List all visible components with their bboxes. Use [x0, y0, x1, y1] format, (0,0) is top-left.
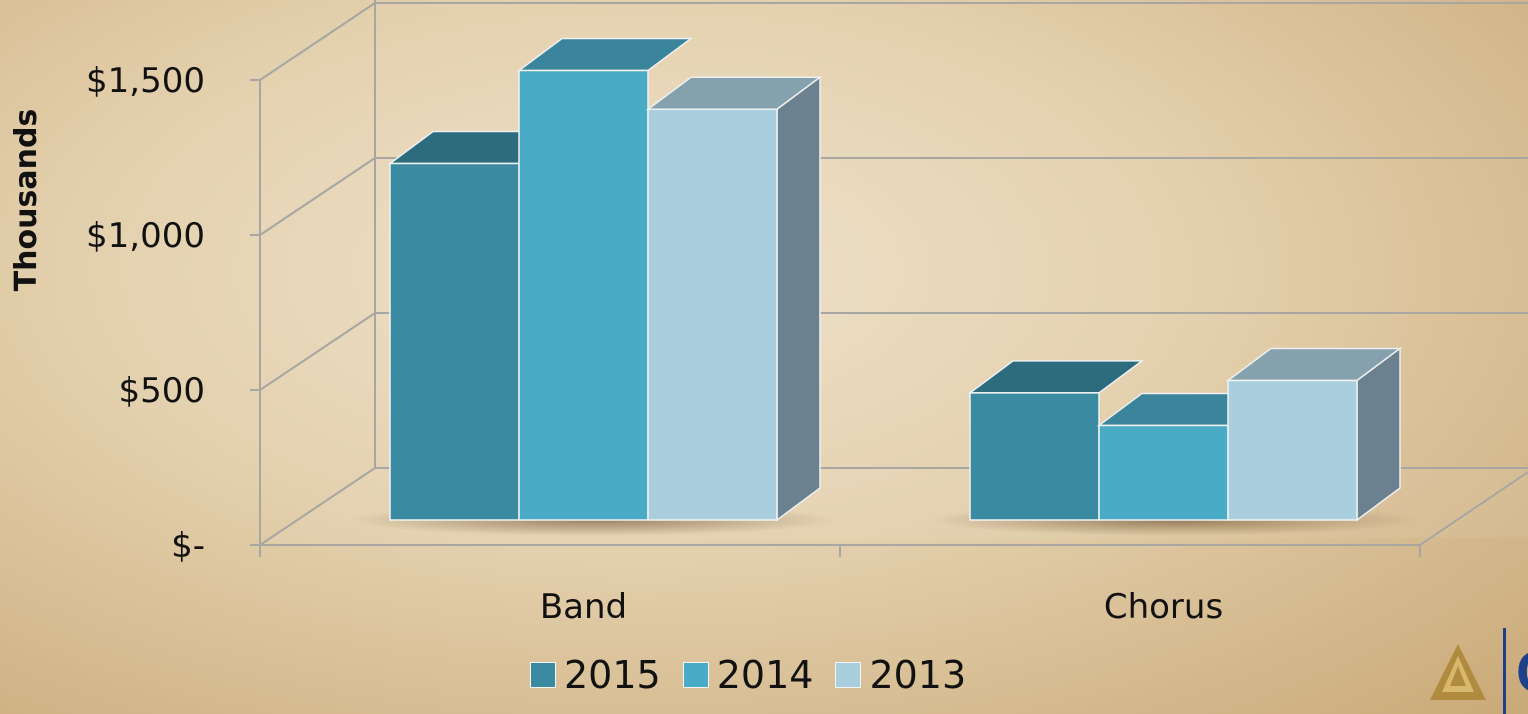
legend: 2015 2014 2013 [530, 645, 966, 705]
logo: CRI [1410, 600, 1528, 714]
bar-2013-band [645, 75, 823, 522]
logo-text: CRI [1516, 640, 1528, 705]
bar-front [969, 392, 1100, 521]
bar-front [389, 162, 520, 521]
gridline-diagonal [259, 312, 376, 391]
bar-front [1227, 379, 1358, 521]
legend-swatch [835, 662, 862, 688]
x-tick-label: Band [540, 587, 627, 627]
legend-label: 2015 [564, 653, 661, 697]
gridline-diagonal [259, 2, 376, 81]
bar-front [647, 108, 778, 521]
gridline-diagonal [259, 157, 376, 236]
x-tick-labels: Band Chorus [540, 587, 1223, 627]
gridlines [259, 0, 1528, 546]
x-tick-label: Chorus [1104, 587, 1223, 627]
bar-2013-chorus [1225, 347, 1403, 522]
bar-top [516, 37, 694, 72]
y-tick-label: $500 [118, 371, 205, 411]
bar-front [518, 69, 649, 521]
legend-label: 2014 [716, 653, 814, 697]
y-tick-label: $1,000 [86, 216, 205, 256]
y-axis-label: Thousands [9, 109, 44, 292]
axes [250, 79, 1421, 557]
bar-front [1098, 424, 1229, 521]
legend-label: 2013 [869, 653, 967, 697]
bar-side [776, 75, 821, 522]
y-tick-label: $- [171, 526, 205, 566]
logo-mark-icon [1430, 644, 1486, 700]
legend-swatch [682, 662, 709, 688]
gridline-diagonal [259, 467, 376, 546]
y-tick-labels: $- $500 $1,000 $1,500 [86, 61, 205, 566]
legend-swatch [530, 662, 556, 688]
legend-item-2014: 2014 [682, 653, 814, 697]
legend-item-2015: 2015 [530, 653, 661, 697]
y-tick-label: $1,500 [86, 61, 205, 101]
floor-edge [1419, 471, 1528, 546]
bar-2015-band [387, 130, 565, 521]
bar-top [967, 360, 1145, 394]
legend-item-2013: 2013 [835, 653, 966, 697]
bar-2014-band [516, 37, 694, 521]
bars [387, 37, 1403, 522]
